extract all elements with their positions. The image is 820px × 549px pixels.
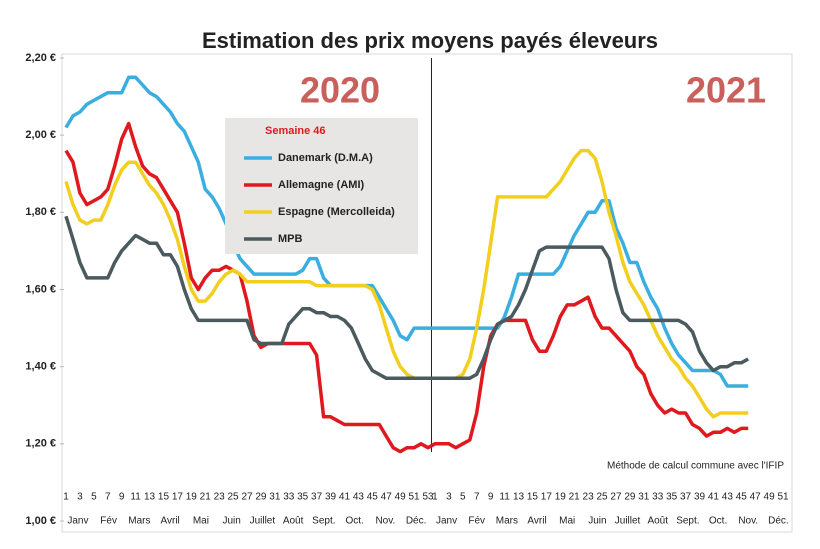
month-label: Août bbox=[647, 516, 668, 527]
x-tick-label: 17 bbox=[541, 492, 553, 503]
x-tick-label: 25 bbox=[596, 492, 608, 503]
x-tick-label: 33 bbox=[283, 492, 295, 503]
x-tick-label: 21 bbox=[569, 492, 581, 503]
x-tick-label: 21 bbox=[200, 492, 212, 503]
month-label: Oct. bbox=[345, 516, 363, 527]
y-tick-label: 1,60 € bbox=[25, 283, 56, 295]
x-tick-label: 23 bbox=[214, 492, 226, 503]
series-line bbox=[64, 148, 749, 419]
x-tick-label: 11 bbox=[130, 492, 141, 503]
month-label: Juillet bbox=[615, 516, 641, 527]
year-label: 2021 bbox=[686, 70, 766, 111]
x-tick-label: 43 bbox=[722, 492, 734, 503]
x-tick-label: 29 bbox=[624, 492, 636, 503]
x-tick-label: 19 bbox=[186, 492, 198, 503]
annotation: Méthode de calcul commune avec l'IFIP bbox=[607, 461, 784, 472]
month-label: Janv bbox=[67, 516, 88, 527]
x-tick-label: 53 bbox=[422, 492, 434, 503]
x-tick-label: 35 bbox=[666, 492, 678, 503]
x-tick-label: 1 bbox=[432, 492, 438, 503]
x-tick-label: 39 bbox=[325, 492, 337, 503]
x-tick-label: 3 bbox=[77, 492, 83, 503]
x-tick-label: 43 bbox=[353, 492, 365, 503]
month-label: Avril bbox=[527, 516, 546, 527]
legend-label: Allemagne (AMI) bbox=[278, 179, 365, 191]
month-label: Fév bbox=[468, 516, 485, 527]
month-label: Mai bbox=[559, 516, 575, 527]
x-tick-label: 1 bbox=[63, 492, 69, 503]
month-label: Oct. bbox=[709, 516, 727, 527]
x-tick-label: 35 bbox=[297, 492, 309, 503]
y-tick-label: 1,80 € bbox=[25, 206, 56, 218]
month-label: Mars bbox=[128, 516, 150, 527]
month-label: Avril bbox=[161, 516, 180, 527]
x-tick-label: 51 bbox=[409, 492, 421, 503]
plot-frame bbox=[61, 53, 793, 533]
legend-title: Semaine 46 bbox=[265, 125, 326, 137]
x-tick-label: 23 bbox=[583, 492, 595, 503]
legend-label: MPB bbox=[278, 233, 303, 245]
x-tick-label: 13 bbox=[144, 492, 156, 503]
x-tick-label: 13 bbox=[513, 492, 525, 503]
month-label: Mars bbox=[496, 516, 518, 527]
month-label: Janv bbox=[436, 516, 457, 527]
x-tick-label: 39 bbox=[694, 492, 706, 503]
legend-label: Espagne (Mercolleida) bbox=[278, 206, 395, 218]
month-label: Août bbox=[283, 516, 304, 527]
x-tick-label: 33 bbox=[652, 492, 664, 503]
x-tick-label: 51 bbox=[777, 492, 789, 503]
x-tick-label: 31 bbox=[638, 492, 650, 503]
x-tick-label: 5 bbox=[460, 492, 466, 503]
x-tick-label: 9 bbox=[488, 492, 494, 503]
series-line bbox=[64, 75, 749, 388]
x-tick-label: 41 bbox=[339, 492, 351, 503]
month-label: Déc. bbox=[406, 516, 427, 527]
x-tick-label: 31 bbox=[269, 492, 281, 503]
y-tick-label: 2,00 € bbox=[25, 129, 56, 141]
year-label: 2020 bbox=[300, 70, 380, 111]
month-label: Sept. bbox=[676, 516, 699, 527]
x-tick-label: 37 bbox=[680, 492, 692, 503]
x-tick-label: 37 bbox=[311, 492, 323, 503]
x-tick-label: 45 bbox=[736, 492, 748, 503]
y-tick-label: 1,20 € bbox=[25, 438, 56, 450]
month-label: Nov. bbox=[375, 516, 395, 527]
month-label: Juin bbox=[588, 516, 606, 527]
month-label: Sept. bbox=[312, 516, 335, 527]
legend-label: Danemark (D.M.A) bbox=[278, 152, 373, 164]
x-tick-label: 5 bbox=[91, 492, 97, 503]
x-tick-label: 17 bbox=[172, 492, 184, 503]
x-tick-label: 15 bbox=[527, 492, 539, 503]
x-tick-label: 7 bbox=[474, 492, 480, 503]
x-tick-label: 45 bbox=[367, 492, 379, 503]
x-tick-label: 19 bbox=[555, 492, 567, 503]
month-label: Déc. bbox=[768, 516, 789, 527]
month-label: Juin bbox=[222, 516, 240, 527]
series-line bbox=[64, 215, 750, 380]
y-tick-label: 2,20 € bbox=[25, 52, 56, 64]
x-tick-label: 27 bbox=[610, 492, 622, 503]
y-tick-label: 1,40 € bbox=[25, 361, 56, 373]
month-label: Nov. bbox=[738, 516, 758, 527]
x-tick-label: 49 bbox=[764, 492, 776, 503]
x-tick-label: 47 bbox=[381, 492, 393, 503]
y-tick-label: 1,00 € bbox=[25, 515, 56, 527]
chart-title: Estimation des prix moyens payés éleveur… bbox=[202, 28, 658, 53]
month-label: Juillet bbox=[250, 516, 276, 527]
x-tick-label: 25 bbox=[228, 492, 240, 503]
month-label: Fév bbox=[100, 516, 117, 527]
x-tick-label: 7 bbox=[105, 492, 111, 503]
x-tick-label: 41 bbox=[708, 492, 720, 503]
x-tick-label: 11 bbox=[499, 492, 510, 503]
x-tick-label: 15 bbox=[158, 492, 170, 503]
x-tick-label: 49 bbox=[395, 492, 407, 503]
series-line bbox=[64, 121, 749, 454]
x-tick-label: 27 bbox=[241, 492, 253, 503]
x-tick-label: 9 bbox=[119, 492, 125, 503]
x-tick-label: 3 bbox=[446, 492, 452, 503]
x-tick-label: 47 bbox=[750, 492, 762, 503]
month-label: Mai bbox=[193, 516, 209, 527]
x-tick-label: 29 bbox=[255, 492, 267, 503]
